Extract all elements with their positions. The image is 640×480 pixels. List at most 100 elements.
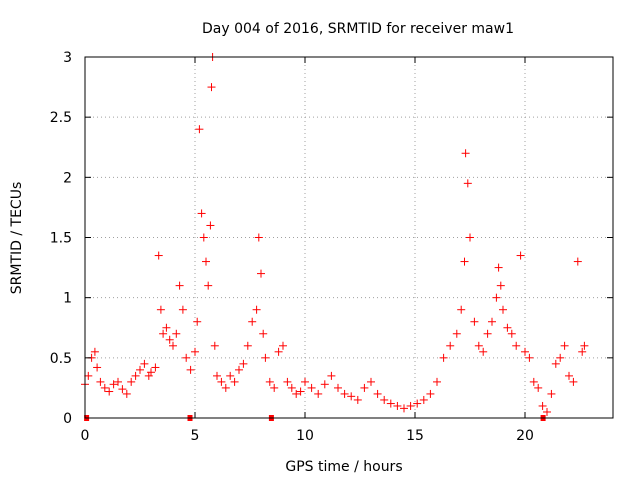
data-point xyxy=(386,399,395,408)
data-points xyxy=(81,53,589,416)
data-point xyxy=(367,377,375,386)
data-point xyxy=(105,387,114,396)
y-tick-label: 3 xyxy=(63,50,72,66)
x-tick-label: 10 xyxy=(296,428,314,444)
y-tick-label: 1.5 xyxy=(50,231,72,247)
data-point xyxy=(373,389,382,398)
data-point xyxy=(406,401,415,410)
data-point xyxy=(439,353,448,362)
data-point xyxy=(254,233,263,242)
data-point xyxy=(353,395,362,404)
data-point xyxy=(199,233,208,242)
data-point xyxy=(463,179,472,188)
data-point xyxy=(393,401,402,410)
y-tick-label: 2.5 xyxy=(50,110,72,126)
data-point xyxy=(100,383,109,392)
data-point xyxy=(488,317,496,326)
data-point xyxy=(193,317,202,326)
x-ticks: 0 5 10 15 20 xyxy=(81,57,534,444)
data-point xyxy=(122,389,131,398)
data-point xyxy=(257,269,265,278)
data-point xyxy=(529,377,538,386)
data-point xyxy=(547,389,556,398)
data-point xyxy=(446,341,455,350)
data-point xyxy=(279,341,287,350)
data-point xyxy=(274,347,283,356)
data-point xyxy=(503,323,512,332)
data-point xyxy=(207,83,216,92)
data-point xyxy=(261,353,270,362)
y-tick-label: 2 xyxy=(63,170,72,186)
data-point xyxy=(140,359,149,368)
data-point xyxy=(159,329,168,338)
x-tick-label: 0 xyxy=(81,428,90,444)
data-point xyxy=(534,383,543,392)
data-point xyxy=(283,377,292,386)
data-point xyxy=(499,305,507,314)
data-point xyxy=(93,363,102,372)
data-point xyxy=(175,281,184,290)
data-point xyxy=(556,353,565,362)
data-point xyxy=(239,359,248,368)
data-point xyxy=(114,377,122,386)
data-point xyxy=(84,371,93,380)
data-point xyxy=(252,305,261,314)
data-point xyxy=(461,149,470,158)
data-point xyxy=(235,365,243,374)
chart-title: Day 004 of 2016, SRMTID for receiver maw… xyxy=(202,21,514,37)
data-point xyxy=(169,341,177,350)
data-point xyxy=(516,251,525,260)
data-point xyxy=(96,377,105,386)
data-point xyxy=(172,329,181,338)
data-point xyxy=(259,329,268,338)
data-point xyxy=(197,209,206,218)
data-point xyxy=(538,401,547,410)
data-point xyxy=(479,347,488,356)
data-point xyxy=(474,341,483,350)
x-tick-label: 20 xyxy=(516,428,534,444)
data-point xyxy=(217,377,226,386)
data-point xyxy=(226,371,235,380)
data-point xyxy=(182,353,191,362)
x-tick-label: 5 xyxy=(191,428,200,444)
data-point xyxy=(206,221,215,230)
data-point xyxy=(118,385,127,394)
data-point xyxy=(165,335,174,344)
data-point xyxy=(521,347,529,356)
data-point xyxy=(131,371,140,380)
data-point xyxy=(492,293,501,302)
data-point xyxy=(380,395,389,404)
data-point xyxy=(470,317,479,326)
y-ticks: 0 0.5 1 1.5 2 2.5 3 xyxy=(50,50,613,427)
data-point xyxy=(156,305,165,314)
data-point xyxy=(191,347,199,356)
data-point xyxy=(178,305,187,314)
data-point xyxy=(560,341,569,350)
data-point xyxy=(507,329,516,338)
data-point xyxy=(433,377,441,386)
data-point xyxy=(551,359,560,368)
data-point xyxy=(525,353,534,362)
data-point xyxy=(292,389,301,398)
data-point xyxy=(496,281,505,290)
data-point xyxy=(90,347,99,356)
data-point xyxy=(452,329,461,338)
data-point xyxy=(154,251,163,260)
data-point xyxy=(147,368,155,377)
data-point xyxy=(483,329,492,338)
data-point xyxy=(204,281,213,290)
data-point xyxy=(301,377,309,386)
data-point xyxy=(296,387,305,396)
data-point xyxy=(109,380,118,389)
data-point xyxy=(270,383,279,392)
data-point xyxy=(457,305,466,314)
data-point xyxy=(307,383,316,392)
data-point xyxy=(186,365,195,374)
grid-lines xyxy=(85,57,613,418)
data-point xyxy=(151,363,160,372)
x-tick-label: 15 xyxy=(406,428,424,444)
data-point xyxy=(213,371,221,380)
data-point xyxy=(210,341,219,350)
data-point xyxy=(265,377,274,386)
data-point xyxy=(136,365,144,374)
